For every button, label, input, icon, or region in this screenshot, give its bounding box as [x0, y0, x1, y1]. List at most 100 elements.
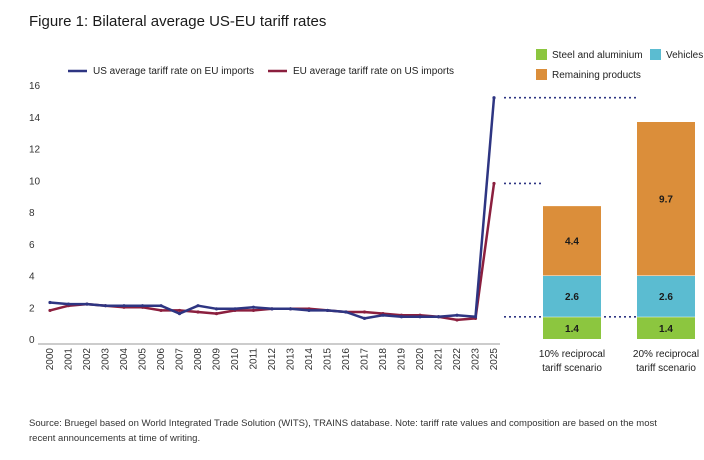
stacked-bars: 1.4 2.6 4.4 10% reciprocal tariff scenario 1.…	[539, 121, 699, 374]
source-note: Source: Bruegel based on World Integrate…	[29, 418, 657, 444]
x-tick-label: 2025	[489, 348, 500, 371]
legend-label-eu: EU average tariff rate on US imports	[293, 66, 454, 77]
x-tick-label: 2004	[119, 348, 130, 371]
us-tariff-point	[66, 302, 71, 306]
us-tariff-point	[251, 305, 256, 309]
us-tariff-point	[344, 310, 348, 314]
us-tariff-point	[140, 304, 145, 308]
legend-swatch-remaining	[536, 69, 547, 80]
us-tariff-point	[48, 300, 52, 305]
x-tick-label: 2002	[82, 348, 93, 371]
figure-title: Figure 1: Bilateral average US-EU tariff…	[29, 13, 326, 30]
x-tick-label: 2012	[267, 348, 278, 371]
x-tick-label: 2013	[286, 348, 297, 371]
us-tariff-point	[159, 304, 163, 308]
us-tariff-point	[307, 308, 311, 313]
x-tick-label: 2011	[249, 348, 260, 370]
eu-tariff-point	[214, 312, 219, 316]
y-tick-label: 6	[29, 240, 35, 251]
us-tariff-point	[418, 315, 422, 319]
legend-swatch-steel	[536, 49, 547, 60]
x-tick-label: 2017	[360, 348, 371, 371]
x-tick-label: 2008	[193, 348, 204, 371]
line-legend: US average tariff rate on EU imports EU …	[68, 66, 454, 77]
us-tariff-point	[436, 315, 441, 319]
eu-tariff-point	[251, 308, 256, 313]
y-tick-label: 8	[29, 208, 35, 219]
eu-tariff-point	[48, 308, 52, 313]
bar-category-label: tariff scenario	[636, 363, 696, 374]
us-tariff-point	[362, 316, 367, 320]
us-tariff-point	[455, 313, 459, 317]
legend-label-vehicles: Vehicles	[666, 50, 703, 61]
us-tariff-line	[49, 97, 496, 320]
bar-category-label: 20% reciprocal	[633, 349, 699, 360]
us-tariff-point	[122, 304, 126, 308]
x-tick-label: 2009	[212, 348, 223, 371]
x-tick-label: 2014	[304, 348, 315, 371]
bar-segment-steel	[543, 316, 601, 339]
x-tick-label: 2021	[434, 348, 445, 371]
us-tariff-point	[492, 96, 496, 100]
x-tick-label: 2005	[138, 348, 149, 371]
us-tariff-point	[103, 304, 108, 308]
eu-tariff-line	[49, 183, 496, 322]
bar-category-label: 10% reciprocal	[539, 349, 605, 360]
bar-data-label: 2.6	[659, 292, 673, 303]
legend-label-us: US average tariff rate on EU imports	[93, 66, 254, 77]
x-tick-label: 2000	[45, 348, 56, 371]
line-series	[48, 96, 496, 322]
bar-category-label: tariff scenario	[542, 363, 602, 374]
y-tick-label: 10	[29, 176, 41, 187]
x-tick-label: 2019	[397, 348, 408, 371]
bar-segment-vehicles	[543, 275, 601, 317]
bar-segment-remaining	[543, 205, 601, 276]
x-tick-label: 2007	[175, 348, 186, 371]
legend-swatch-vehicles	[650, 49, 661, 60]
eu-tariff-point	[492, 181, 496, 186]
us-tariff-point	[196, 304, 200, 308]
us-tariff-point	[399, 315, 404, 319]
y-tick-label: 2	[29, 303, 35, 314]
y-tick-label: 16	[29, 81, 41, 92]
us-tariff-point	[288, 307, 293, 311]
x-tick-label: 2018	[378, 348, 389, 371]
bar-legend: Steel and aluminium Vehicles Remaining p…	[536, 49, 703, 81]
eu-tariff-point	[159, 308, 163, 313]
x-tick-label: 2010	[230, 348, 241, 371]
eu-tariff-point	[196, 310, 200, 314]
y-tick-label: 12	[29, 145, 41, 156]
bar-data-label: 4.4	[565, 237, 579, 248]
us-tariff-point	[233, 307, 237, 311]
x-tick-label: 2006	[156, 348, 167, 371]
x-tick-label: 2001	[64, 348, 75, 371]
bar-segment-vehicles	[637, 275, 695, 317]
y-tick-label: 4	[29, 272, 35, 283]
bar-segment-steel	[637, 316, 695, 339]
eu-tariff-point	[362, 310, 367, 314]
bar-data-label: 1.4	[565, 324, 579, 335]
legend-label-steel: Steel and aluminium	[552, 50, 643, 61]
x-tick-label: 2022	[452, 348, 463, 371]
y-axis: 0 2 4 6 8 10 12 14 16	[29, 81, 41, 346]
us-tariff-point	[325, 308, 330, 313]
us-tariff-point	[270, 307, 274, 311]
bar-data-label: 9.7	[659, 195, 673, 206]
bar-data-label: 1.4	[659, 324, 673, 335]
y-tick-label: 14	[29, 113, 41, 124]
legend-label-remaining: Remaining products	[552, 70, 641, 81]
eu-tariff-point	[177, 308, 182, 313]
eu-tariff-point	[455, 318, 459, 322]
bar-data-label: 2.6	[565, 292, 579, 303]
x-tick-label: 2015	[323, 348, 334, 371]
us-tariff-point	[85, 302, 89, 306]
us-tariff-point	[381, 313, 385, 317]
us-tariff-point	[177, 312, 182, 316]
y-tick-label: 0	[29, 335, 35, 346]
us-tariff-point	[473, 315, 478, 319]
x-axis: 2000 2001 2002 2003 2004 2005 2006 2007 2008 2009…	[38, 343, 500, 371]
us-tariff-point	[214, 307, 219, 311]
x-tick-label: 2003	[101, 348, 112, 371]
bar-segment-remaining	[637, 121, 695, 276]
